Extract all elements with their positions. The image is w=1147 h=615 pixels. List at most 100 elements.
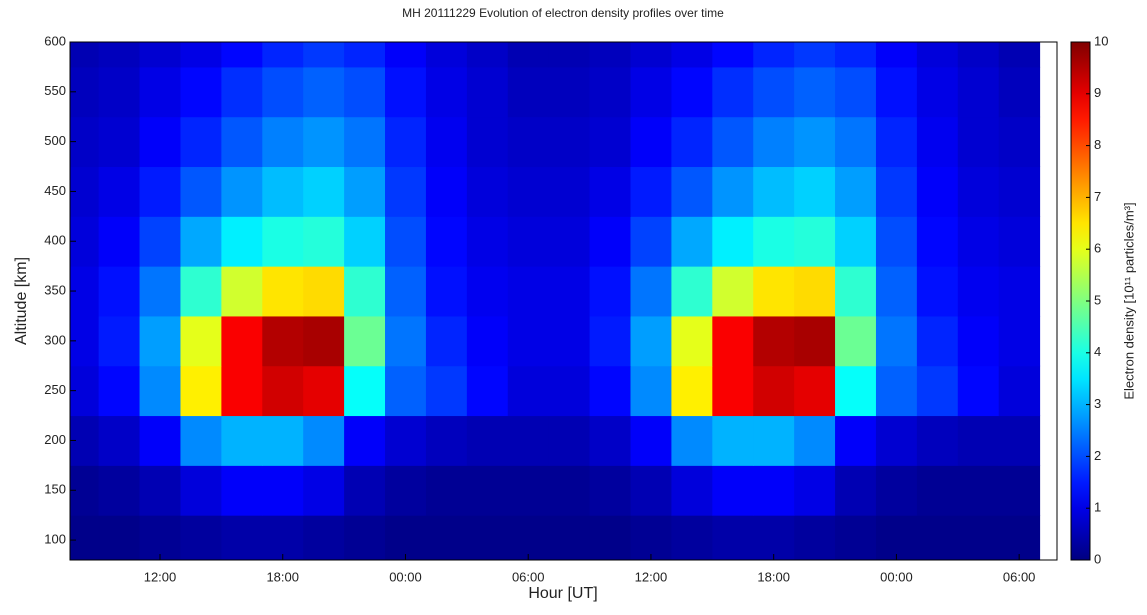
heatmap-cell (671, 66, 713, 118)
heatmap-cell (221, 515, 263, 560)
heatmap-cell (916, 42, 959, 68)
heatmap-cell (630, 116, 672, 168)
heatmap-cell (835, 216, 877, 267)
heatmap-cell (794, 166, 836, 217)
heatmap-cell (139, 166, 181, 217)
heatmap-cell (875, 465, 918, 516)
heatmap-cell (753, 315, 795, 367)
heatmap-cell (630, 42, 672, 68)
heatmap-cell (589, 116, 631, 168)
heatmap-cell (221, 415, 263, 466)
heatmap-cell (180, 465, 222, 516)
heatmap-cell (262, 266, 304, 317)
heatmap (70, 42, 1041, 560)
heatmap-cell (425, 415, 468, 466)
heatmap-cell (548, 266, 591, 317)
heatmap-cell (835, 515, 877, 560)
heatmap-cell (671, 166, 713, 217)
heatmap-cell (916, 116, 959, 168)
heatmap-cell (466, 465, 509, 516)
y-tick-label: 550 (44, 83, 66, 98)
heatmap-cell (180, 266, 222, 317)
heatmap-cell (957, 116, 1000, 168)
heatmap-cell (507, 315, 550, 367)
heatmap-cell (303, 465, 345, 516)
heatmap-cell (548, 66, 591, 118)
y-tick-label: 500 (44, 133, 66, 148)
heatmap-cell (98, 465, 141, 516)
heatmap-cell (998, 266, 1041, 317)
heatmap-cell (548, 415, 591, 466)
y-tick-label: 150 (44, 482, 66, 497)
heatmap-cell (139, 266, 181, 317)
heatmap-cell (344, 315, 386, 367)
heatmap-cell (425, 116, 468, 168)
heatmap-cell (303, 166, 345, 217)
heatmap-cell (630, 515, 672, 560)
heatmap-cell (957, 515, 1000, 560)
heatmap-cell (589, 42, 631, 68)
heatmap-cell (794, 465, 836, 516)
heatmap-cell (303, 266, 345, 317)
heatmap-cell (385, 365, 427, 417)
heatmap-cell (344, 266, 386, 317)
heatmap-cell (835, 315, 877, 367)
plot-frame (69, 41, 1058, 561)
colorbar-label: Electron density [10¹¹ particles/m³] (1121, 202, 1136, 399)
y-tick-label: 300 (44, 332, 66, 347)
heatmap-cell (139, 116, 181, 168)
heatmap-cell (507, 465, 550, 516)
heatmap-cell (671, 365, 713, 417)
heatmap-cell (548, 515, 591, 560)
heatmap-cell (344, 42, 386, 68)
heatmap-cell (262, 315, 304, 367)
heatmap-cell (589, 365, 631, 417)
heatmap-cell (875, 266, 918, 317)
heatmap-cell (139, 515, 181, 560)
heatmap-cell (344, 166, 386, 217)
y-tick-label: 450 (44, 183, 66, 198)
heatmap-cell (425, 365, 468, 417)
heatmap-cell (671, 42, 713, 68)
heatmap-cell (70, 42, 100, 68)
heatmap-cell (794, 315, 836, 367)
heatmap-cell (794, 216, 836, 267)
heatmap-cell (303, 365, 345, 417)
heatmap-cell (998, 216, 1041, 267)
colorbar-tick-label: 0 (1094, 551, 1101, 566)
heatmap-cell (180, 166, 222, 217)
heatmap-cell (385, 465, 427, 516)
heatmap-cell (466, 216, 509, 267)
heatmap-cell (262, 415, 304, 466)
x-tick-label: 06:00 (512, 569, 545, 584)
heatmap-cell (589, 315, 631, 367)
heatmap-cell (139, 42, 181, 68)
heatmap-cell (262, 166, 304, 217)
heatmap-cell (344, 415, 386, 466)
heatmap-cell (875, 166, 918, 217)
heatmap-cell (466, 415, 509, 466)
heatmap-cell (835, 166, 877, 217)
heatmap-cell (180, 116, 222, 168)
heatmap-cell (835, 415, 877, 466)
heatmap-cell (957, 365, 1000, 417)
heatmap-cell (425, 216, 468, 267)
heatmap-cell (98, 66, 141, 118)
heatmap-cell (998, 66, 1041, 118)
heatmap-cell (425, 42, 468, 68)
heatmap-cell (425, 66, 468, 118)
colorbar-tick-label: 2 (1094, 448, 1101, 463)
heatmap-cell (875, 315, 918, 367)
heatmap-cell (98, 315, 141, 367)
heatmap-cell (875, 365, 918, 417)
heatmap-cell (916, 166, 959, 217)
heatmap-cell (753, 365, 795, 417)
heatmap-cell (303, 415, 345, 466)
heatmap-cell (630, 415, 672, 466)
heatmap-cell (507, 166, 550, 217)
heatmap-cell (98, 415, 141, 466)
heatmap-cell (712, 515, 754, 560)
heatmap-cell (303, 66, 345, 118)
heatmap-cell (548, 42, 591, 68)
